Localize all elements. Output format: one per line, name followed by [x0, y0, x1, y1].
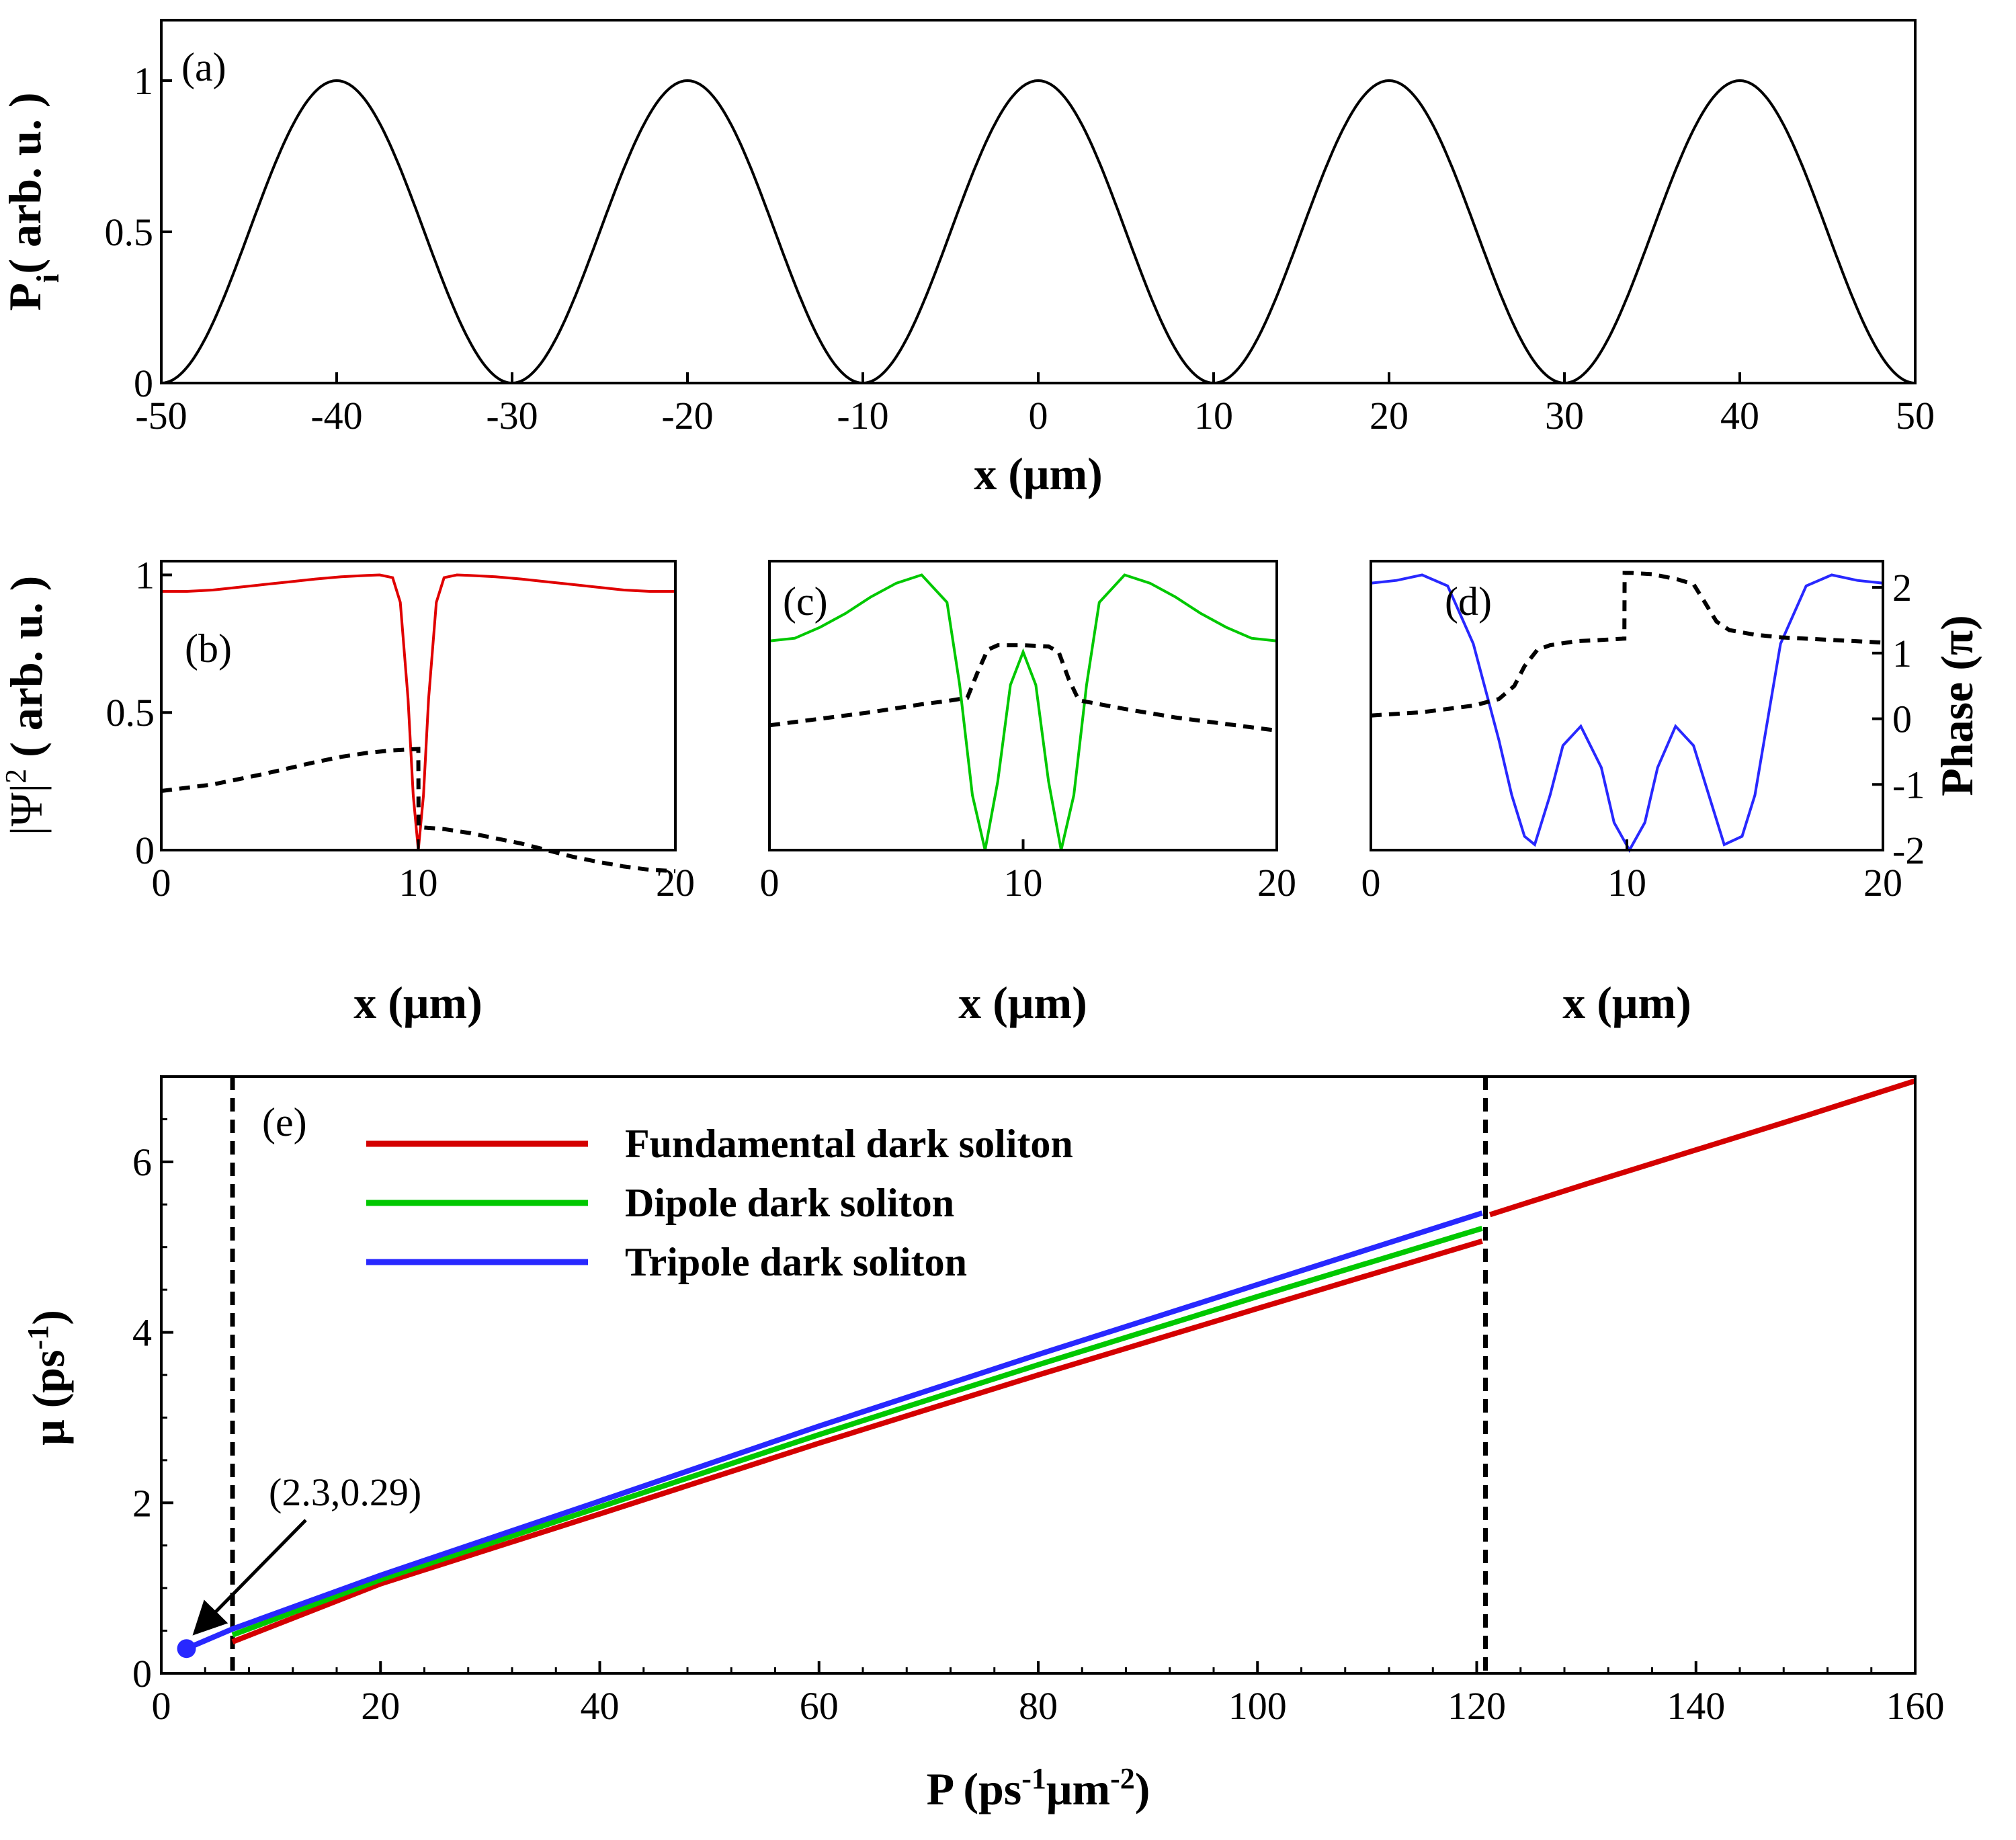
x-tick-label: 20 — [656, 861, 695, 905]
annotation-point — [177, 1639, 196, 1659]
y-tick-label: 1 — [134, 59, 153, 103]
y-tick-label: 0 — [134, 362, 153, 405]
x-tick-label: 120 — [1447, 1684, 1506, 1728]
panel-c: 0 10 20 (c) x (μm) — [760, 560, 1296, 1028]
y-tick-label: 0.5 — [106, 691, 155, 735]
panel-e-ylabel: μ (ps-1) — [22, 1310, 75, 1446]
series-line-fundamental-left — [231, 1238, 1483, 1644]
x-tick-label: 10 — [399, 861, 438, 905]
x-tick-label: 10 — [1194, 394, 1233, 437]
panel-d-series — [1370, 571, 1884, 853]
y-tick-label: 1 — [135, 553, 155, 597]
y-tick-label: 0 — [135, 829, 155, 872]
x-tick-label: 140 — [1667, 1684, 1725, 1728]
panel-a-ylabel: Pi( arb. u. ) — [0, 93, 66, 311]
panel-d-label: (d) — [1445, 579, 1492, 624]
panel-a-label: (a) — [181, 45, 226, 89]
x-tick-label: 30 — [1545, 394, 1584, 437]
series-line-d-0 — [1370, 573, 1884, 853]
x-tick-label: 0 — [760, 861, 780, 905]
y-tick-label: 2 — [132, 1481, 152, 1525]
series-line-d-1 — [1370, 571, 1884, 718]
x-tick-label: 50 — [1896, 394, 1935, 437]
series-line-tripole — [185, 1210, 1483, 1651]
panel-b-series — [161, 573, 676, 874]
phase-tick-label: 2 — [1892, 566, 1912, 610]
series-line-b-0 — [161, 573, 675, 851]
x-tick-label: -10 — [837, 394, 888, 437]
x-tick-label: 0 — [1029, 394, 1048, 437]
y-tick-label: 0.5 — [105, 210, 154, 254]
panel-c-series — [769, 573, 1277, 851]
series-line-c-1 — [769, 643, 1277, 733]
x-tick-label: 0 — [152, 1684, 171, 1728]
panel-e-label: (e) — [262, 1100, 307, 1144]
y-tick-label: 4 — [132, 1311, 152, 1355]
panel-a-xlabel: x (μm) — [974, 448, 1102, 499]
panel-d-xlabel: x (μm) — [1562, 977, 1691, 1028]
legend-label-tripole: Tripole dark soliton — [625, 1240, 967, 1284]
panel-a-series — [161, 79, 1916, 385]
panel-e-series — [177, 1077, 1917, 1673]
x-tick-label: 10 — [1004, 861, 1043, 905]
series-line-pi — [161, 79, 1916, 385]
phase-tick-label: -1 — [1892, 763, 1925, 806]
series-line-fundamental-right — [1488, 1078, 1917, 1218]
panel-d-phase-ylabel: Phase (π) — [1931, 615, 1982, 796]
panel-e: 0 20 40 60 80 100 120 140 160 0 2 4 6 (e) Fundamenta… — [22, 1075, 1945, 1815]
x-tick-label: -50 — [135, 394, 187, 437]
x-tick-label: 20 — [1370, 394, 1409, 437]
x-tick-label: 20 — [1257, 861, 1296, 905]
x-tick-label: 20 — [1863, 861, 1902, 905]
x-tick-label: -40 — [310, 394, 362, 437]
legend-label-dipole: Dipole dark soliton — [625, 1181, 954, 1225]
panel-b-xlabel: x (μm) — [353, 977, 482, 1028]
x-tick-label: 10 — [1607, 861, 1646, 905]
phase-tick-label: 1 — [1892, 632, 1912, 675]
phase-tick-label: -2 — [1892, 829, 1925, 872]
panel-a: -50 -40 -30 -20 -10 0 10 20 30 40 50 0 0.5 1 (a) x (μ… — [0, 19, 1935, 499]
panel-c-label: (c) — [783, 579, 828, 624]
y-tick-label: 0 — [132, 1652, 152, 1696]
x-tick-label: 40 — [1720, 394, 1759, 437]
panel-a-frame — [160, 19, 1917, 384]
x-tick-label: 100 — [1228, 1684, 1287, 1728]
panel-e-xlabel: P (ps-1μm-2) — [927, 1762, 1150, 1815]
series-line-b-1 — [161, 747, 676, 874]
panel-b-label: (b) — [185, 626, 232, 671]
x-tick-label: 0 — [1361, 861, 1381, 905]
x-tick-label: 20 — [361, 1684, 400, 1728]
legend: Fundamental dark soliton Dipole dark sol… — [366, 1122, 1073, 1284]
panel-b: 0 10 20 0 0.5 1 (b) x (μm) |Ψ|2 ( arb. u. ) — [0, 553, 695, 1028]
x-tick-label: 0 — [152, 861, 171, 905]
x-tick-label: 160 — [1886, 1684, 1945, 1728]
annotation-arrow — [192, 1519, 307, 1636]
x-tick-label: -20 — [661, 394, 713, 437]
panel-c-frame — [768, 560, 1278, 851]
phase-tick-label: 0 — [1892, 698, 1912, 741]
x-tick-label: 40 — [581, 1684, 620, 1728]
legend-label-fundamental: Fundamental dark soliton — [625, 1122, 1073, 1166]
series-line-dipole — [231, 1225, 1483, 1638]
x-tick-label: -30 — [486, 394, 538, 437]
y-tick-label: 6 — [132, 1140, 152, 1184]
panel-d: 0 10 20-2 -1 0 1 2 (d) x (μm) Phase (π) — [1361, 560, 1982, 1028]
panel-b-ylabel: |Ψ|2 ( arb. u. ) — [0, 576, 52, 836]
panel-c-xlabel: x (μm) — [958, 977, 1087, 1028]
x-tick-label: 60 — [800, 1684, 839, 1728]
x-tick-label: 80 — [1019, 1684, 1058, 1728]
annotation-text: (2.3,0.29) — [269, 1470, 421, 1514]
series-line-c-0 — [769, 573, 1277, 851]
